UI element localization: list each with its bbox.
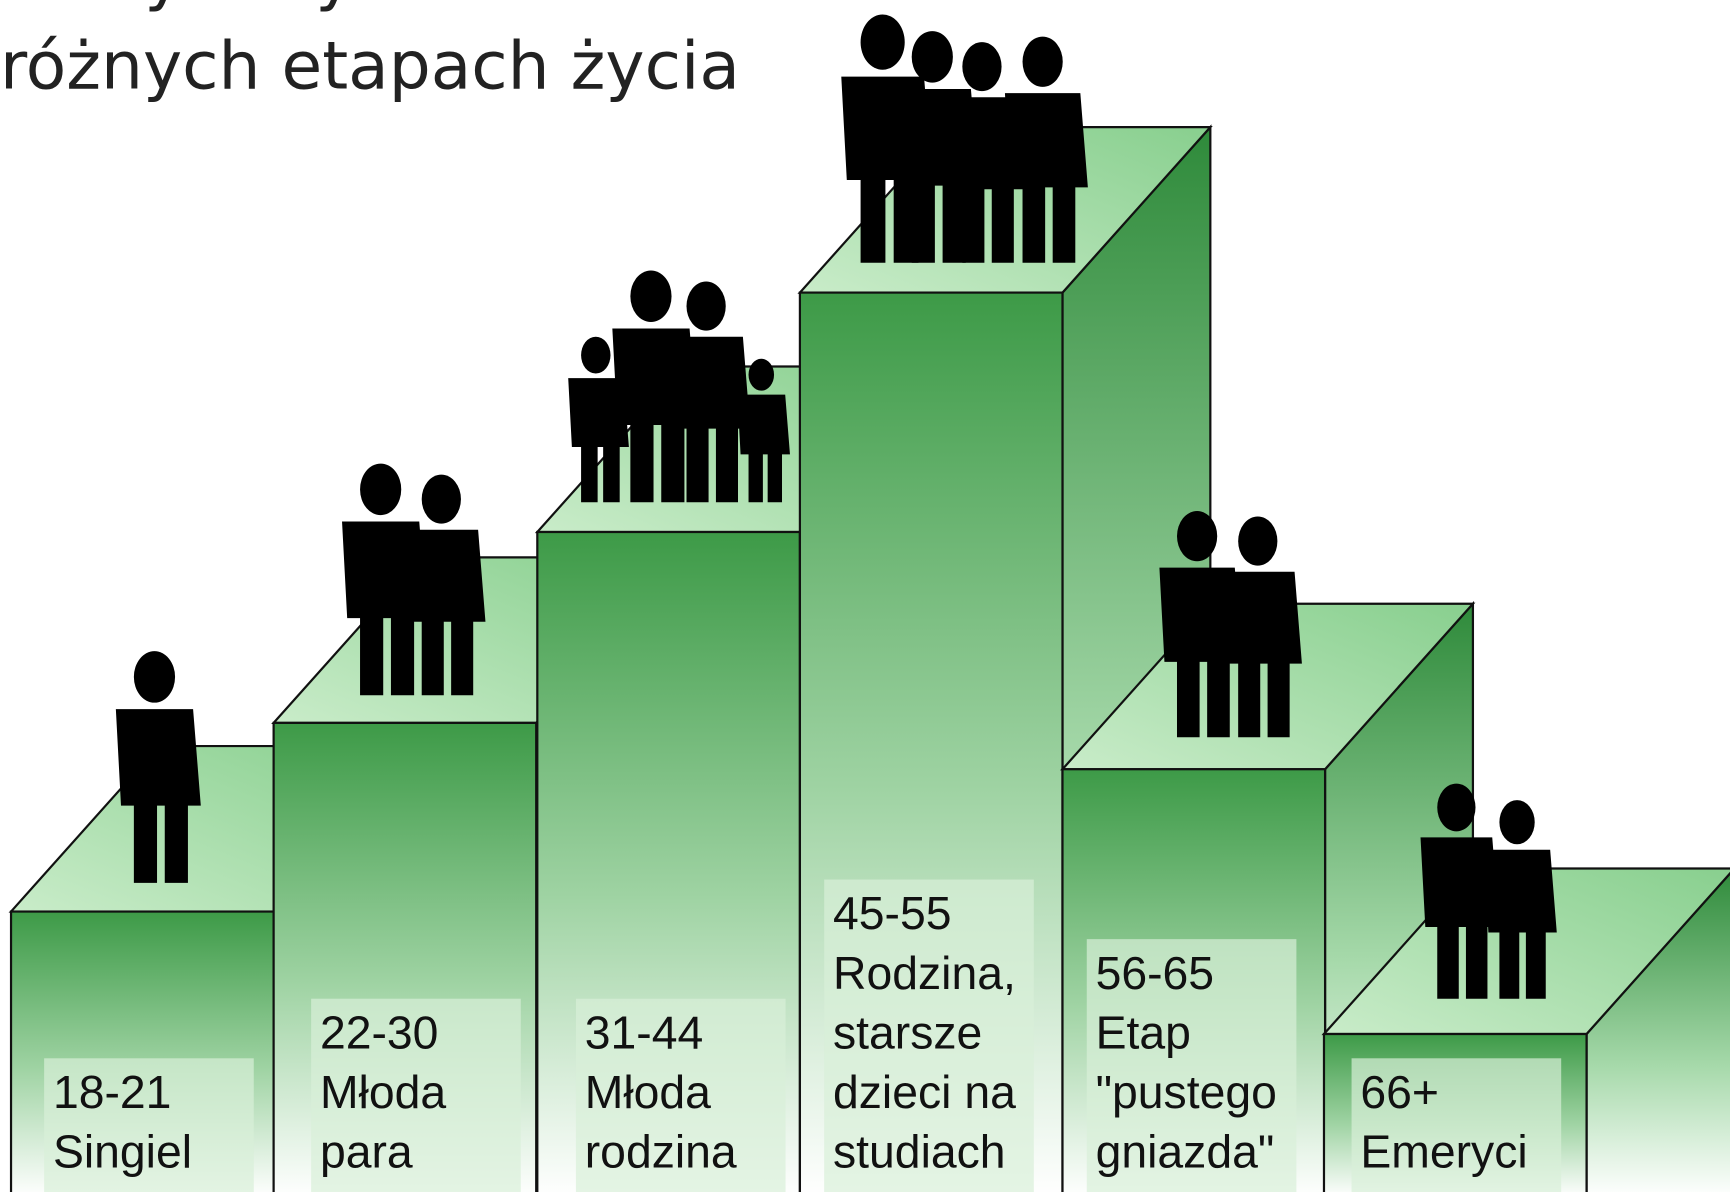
silhouette xyxy=(134,651,175,702)
stage-label: para xyxy=(320,1126,413,1178)
stage-label: Młoda xyxy=(320,1066,446,1118)
silhouette xyxy=(581,337,610,374)
silhouette xyxy=(861,15,905,70)
stage-label: starsze xyxy=(833,1006,982,1058)
stage-label: Etap xyxy=(1096,1006,1191,1058)
silhouette xyxy=(912,31,953,82)
stage-label: Emeryci xyxy=(1360,1126,1527,1178)
stage-label: dzieci na xyxy=(833,1066,1016,1118)
silhouette xyxy=(422,475,461,524)
stage-label: 22-30 xyxy=(320,1006,439,1058)
stage-label: Singiel xyxy=(53,1126,192,1178)
silhouette xyxy=(360,464,401,515)
stage-label: 66+ xyxy=(1360,1066,1439,1118)
stage-label: 45-55 xyxy=(833,887,951,939)
title-line: różnych etapach życia xyxy=(0,27,740,104)
stage-label: Młoda xyxy=(585,1066,711,1118)
stage-label: 31-44 xyxy=(585,1006,704,1058)
stage-label: "pustego xyxy=(1096,1066,1277,1118)
stage-label: rodzina xyxy=(585,1126,737,1178)
stage-label: studiach xyxy=(833,1126,1006,1178)
stage-label: 56-65 xyxy=(1096,947,1215,999)
silhouette xyxy=(1023,37,1063,87)
silhouette xyxy=(630,271,671,322)
infographic: Nawyki wydatkowe na różnych etapach życi… xyxy=(0,0,1730,1192)
silhouette xyxy=(749,359,774,391)
page: {"title": ["Nawyki wydatkowe na", "różny… xyxy=(0,0,1730,1192)
stage-label: Rodzina, xyxy=(833,947,1016,999)
title-line: Nawyki wydatkowe na xyxy=(0,0,738,14)
stage-label: 18-21 xyxy=(53,1066,172,1118)
silhouette xyxy=(962,42,1001,91)
silhouette xyxy=(1437,784,1475,832)
columns: 18-21 Singiel 22-30 Młoda para 31-44 Młoda rodz… xyxy=(11,15,1730,1192)
stage-label: gniazda" xyxy=(1096,1126,1275,1178)
silhouette xyxy=(687,282,726,331)
silhouette xyxy=(1499,800,1534,844)
silhouette xyxy=(1238,517,1277,566)
silhouette xyxy=(1177,511,1217,561)
